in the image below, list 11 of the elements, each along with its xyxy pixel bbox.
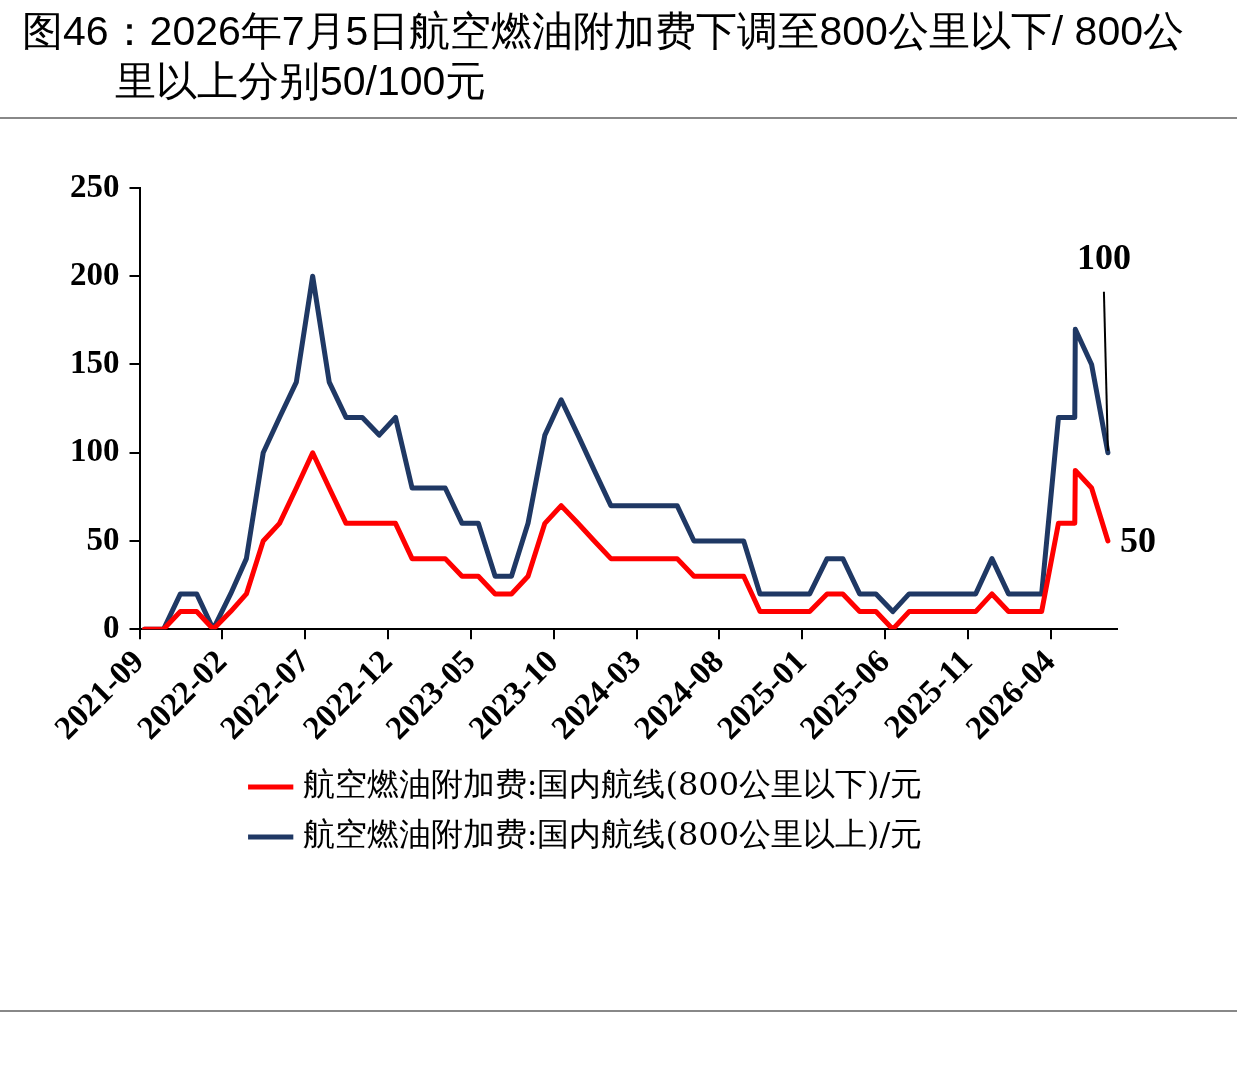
chart-title: 图46：2026年7月5日航空燃油附加费下调至800公里以下/ 800公里以上分别50/100元: [21, 7, 1185, 106]
annotation: 100: [1076, 237, 1131, 278]
y-tick-label: 50: [86, 520, 120, 557]
y-tick-label: 100: [70, 432, 120, 469]
y-tick-label: 250: [70, 167, 120, 204]
legend-label: 航空燃油附加费:国内航线(800公里以上)/元: [302, 815, 923, 854]
y-tick-label: 150: [70, 344, 120, 381]
legend-label: 航空燃油附加费:国内航线(800公里以下)/元: [302, 765, 923, 804]
y-tick-label: 0: [103, 608, 120, 645]
annotation: 50: [1119, 520, 1156, 561]
y-tick-label: 200: [70, 255, 120, 292]
